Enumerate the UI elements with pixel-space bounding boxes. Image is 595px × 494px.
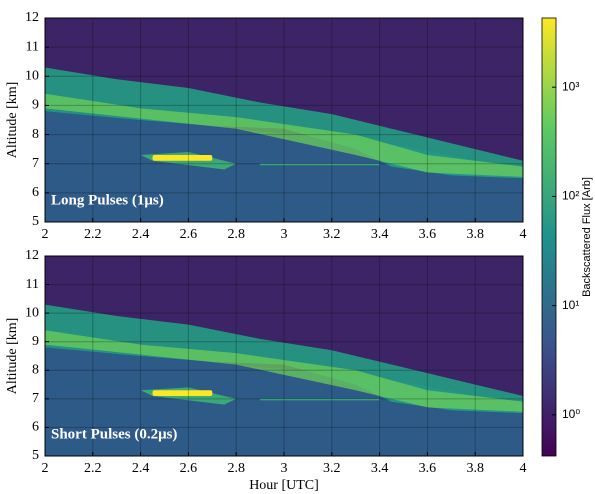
- y-tick-label: 11: [26, 39, 39, 54]
- x-tick-label: 3.2: [323, 461, 341, 476]
- x-tick-label: 3.8: [466, 227, 484, 242]
- y-tick-label: 8: [32, 127, 39, 142]
- x-axis-label: Hour [UTC]: [249, 478, 319, 493]
- x-tick-label: 3: [281, 227, 288, 242]
- noise-region: [45, 347, 523, 456]
- y-tick-label: 12: [25, 10, 39, 25]
- bright-layer: [152, 154, 213, 161]
- colorbar-tick-label: 10¹: [562, 298, 579, 312]
- x-tick-label: 3.4: [371, 461, 389, 476]
- cloud-core: [45, 330, 523, 412]
- x-tick-label: 3.6: [419, 227, 437, 242]
- y-tick-label: 5: [32, 448, 39, 463]
- annotation: Long Pulses (1μs): [51, 192, 164, 208]
- y-tick-label: 7: [32, 391, 39, 406]
- colorbar: 10⁰ 10¹ 10² 10³ Backscattered Flux [Arb]: [541, 17, 593, 457]
- colorbar-tick-label: 10³: [562, 79, 579, 93]
- y-tick-label: 9: [32, 334, 39, 349]
- x-tick-label: 2.8: [227, 227, 245, 242]
- x-tick-label: 3: [281, 461, 288, 476]
- x-tick-label: 2.4: [132, 461, 150, 476]
- y-tick-label: 6: [32, 185, 39, 200]
- y-tick-label: 9: [32, 98, 39, 113]
- y-tick-label: 10: [25, 69, 39, 84]
- y-tick-label: 12: [25, 248, 39, 263]
- cloud-core: [45, 93, 523, 177]
- x-tick-label: 2: [42, 461, 49, 476]
- x-tick-label: 2.2: [84, 461, 102, 476]
- x-tick-label: 3.4: [371, 227, 389, 242]
- colorbar-label: Backscattered Flux [Arb]: [581, 177, 593, 297]
- colorbar-tick-label: 10²: [562, 189, 579, 203]
- y-tick-label: 11: [26, 277, 39, 292]
- y-tick-label: 7: [32, 156, 39, 171]
- x-tick-label: 2.4: [132, 227, 150, 242]
- heatmap-image: [45, 256, 523, 456]
- x-tick-label: 2.6: [180, 227, 198, 242]
- x-tick-label: 4: [520, 227, 527, 242]
- y-axis-label: Altitude [km]: [5, 318, 20, 395]
- x-tick-label: 3.2: [323, 227, 341, 242]
- annotation: Short Pulses (0.2μs): [51, 426, 177, 442]
- thin-layer: [260, 163, 380, 166]
- x-tick-label: 2.2: [84, 227, 102, 242]
- y-tick-label: 6: [32, 420, 39, 435]
- x-tick-label: 3.8: [466, 461, 484, 476]
- y-axis-label: Altitude [km]: [5, 82, 20, 159]
- y-tick-label: 5: [32, 214, 39, 229]
- x-tick-label: 2.8: [227, 461, 245, 476]
- colorbar-tick-label: 10⁰: [562, 407, 580, 421]
- heatmap-image: [45, 18, 523, 222]
- thin-layer: [260, 398, 380, 401]
- y-tick-label: 10: [25, 305, 39, 320]
- bright-layer: [152, 390, 213, 396]
- y-tick-label: 8: [32, 363, 39, 378]
- x-tick-label: 4: [520, 461, 527, 476]
- colorbar-gradient: [541, 17, 557, 457]
- x-tick-label: 2: [42, 227, 49, 242]
- noise-region: [45, 111, 523, 222]
- x-tick-label: 3.6: [419, 461, 437, 476]
- x-tick-label: 2.6: [180, 461, 198, 476]
